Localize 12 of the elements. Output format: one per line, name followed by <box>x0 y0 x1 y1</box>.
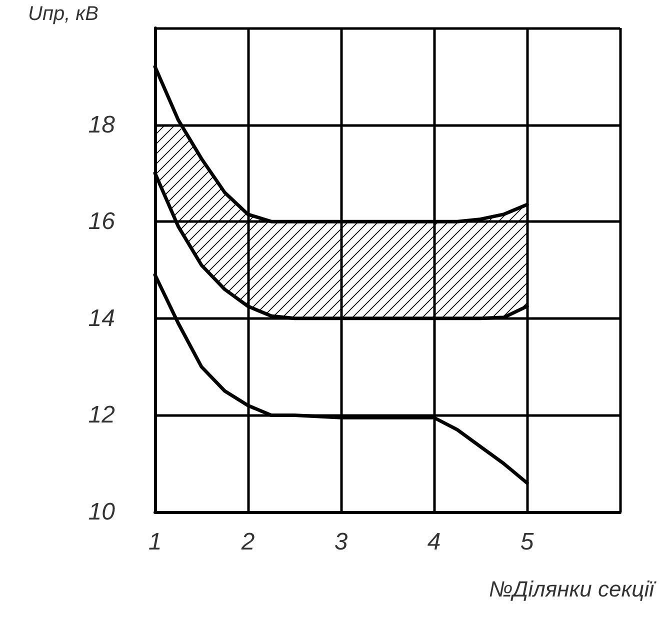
x-tick-label: 1 <box>148 528 162 556</box>
y-tick-label: 12 <box>88 402 115 429</box>
y-tick-label: 10 <box>88 498 116 526</box>
x-tick-label: 5 <box>520 528 534 556</box>
y-tick-label: 14 <box>88 304 115 332</box>
x-tick-label: 2 <box>240 528 255 556</box>
y-axis-title: Uпр, кВ <box>28 3 98 25</box>
x-axis-title: №Ділянки секції <box>488 576 658 602</box>
y-tick-label: 16 <box>88 208 116 236</box>
x-tick-label: 4 <box>427 528 441 556</box>
x-tick-label: 3 <box>334 528 348 556</box>
y-tick-label: 18 <box>88 111 116 138</box>
